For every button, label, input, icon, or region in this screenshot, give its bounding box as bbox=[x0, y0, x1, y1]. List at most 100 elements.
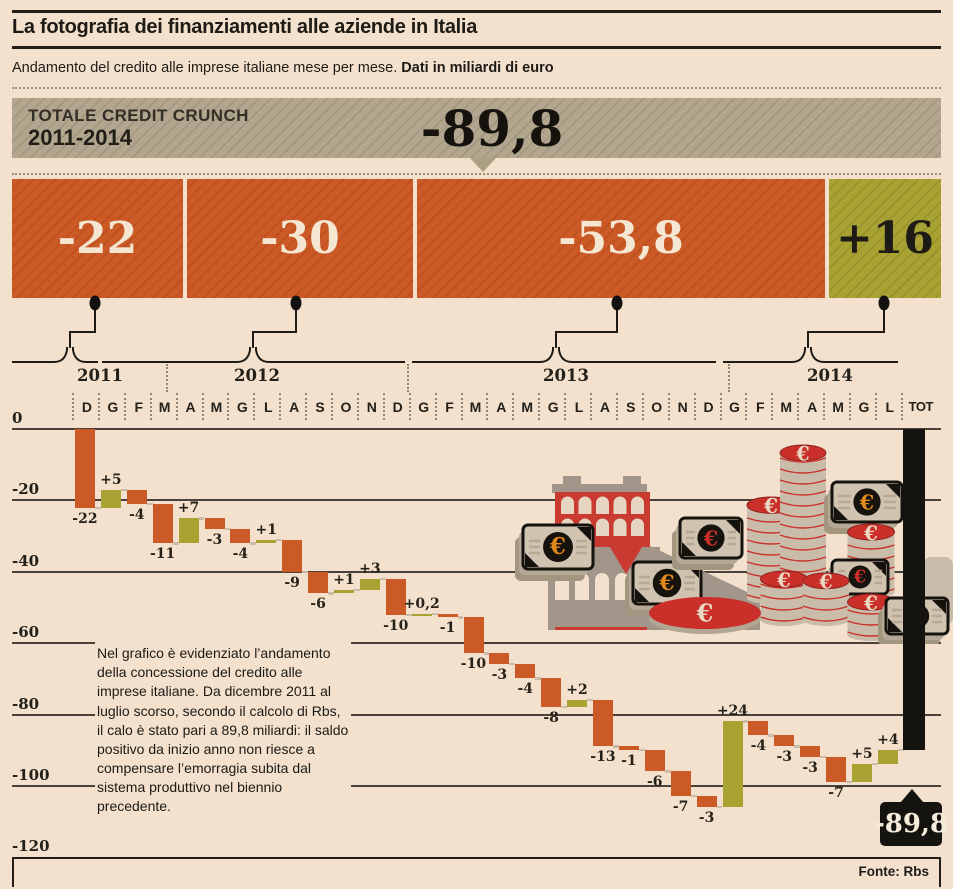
waterfall-bar bbox=[618, 746, 639, 750]
total-callout-arrow bbox=[900, 789, 924, 803]
month-label: L bbox=[874, 393, 903, 420]
month-label: D bbox=[382, 393, 411, 420]
month-label: F bbox=[123, 393, 152, 420]
bar-value-label: -6 bbox=[310, 596, 326, 613]
waterfall-bar bbox=[541, 678, 562, 707]
bar-value-label: +5 bbox=[100, 471, 122, 488]
month-label: G bbox=[719, 393, 748, 420]
bar-value-label: -4 bbox=[128, 506, 145, 523]
month-label: D bbox=[693, 393, 722, 420]
y-tick-label: -100 bbox=[12, 766, 50, 784]
euro-banknote: € bbox=[824, 480, 904, 534]
bar-value-label: -8 bbox=[543, 709, 559, 726]
waterfall-bar bbox=[75, 429, 95, 508]
bar-step-connector bbox=[872, 762, 878, 766]
y-tick-label: -20 bbox=[12, 480, 40, 499]
year-total-2014: +16 bbox=[829, 179, 941, 298]
bar-value-label: -3 bbox=[802, 759, 818, 776]
waterfall-bar bbox=[722, 721, 743, 807]
total-bar bbox=[902, 429, 925, 750]
bar-value-label: -22 bbox=[72, 510, 98, 527]
waterfall-bar bbox=[877, 749, 898, 764]
banner-total-value: -89,8 bbox=[420, 99, 564, 158]
bar-value-label: +7 bbox=[177, 500, 200, 517]
waterfall-bar bbox=[774, 735, 795, 746]
waterfall-bar bbox=[359, 578, 380, 590]
bar-value-label: -7 bbox=[672, 798, 689, 815]
banner-period: 2011-2014 bbox=[28, 125, 132, 150]
waterfall-bar bbox=[800, 746, 821, 757]
bar-step-connector bbox=[457, 616, 464, 619]
bar-step-connector bbox=[509, 662, 516, 666]
year-total-blocks: -22 -30 -53,8 +16 bbox=[12, 179, 941, 298]
month-label: A bbox=[175, 393, 204, 420]
bar-step-connector bbox=[95, 506, 101, 510]
waterfall-bar bbox=[282, 539, 303, 572]
svg-text:€: € bbox=[859, 490, 874, 515]
bar-value-label: -1 bbox=[621, 752, 637, 769]
waterfall-bar bbox=[230, 528, 251, 544]
bar-step-connector bbox=[794, 745, 801, 748]
month-label: M bbox=[201, 393, 230, 420]
bar-step-connector bbox=[250, 542, 257, 545]
gridline bbox=[12, 570, 941, 573]
bar-value-label: -3 bbox=[698, 809, 715, 826]
euro-coin-stack: € bbox=[760, 568, 808, 626]
y-tick-label: -40 bbox=[12, 551, 40, 570]
month-label: G bbox=[849, 393, 877, 420]
svg-text:€: € bbox=[863, 591, 878, 615]
bar-step-connector bbox=[276, 538, 283, 542]
waterfall-bar bbox=[515, 663, 536, 679]
bar-value-label: -10 bbox=[383, 617, 409, 634]
gridline bbox=[12, 785, 941, 787]
month-label: M bbox=[512, 393, 540, 420]
month-label: D bbox=[72, 393, 100, 420]
euro-coin-stack: € bbox=[802, 570, 850, 626]
bar-step-connector bbox=[846, 780, 852, 784]
waterfall-bar bbox=[204, 518, 225, 529]
month-label: S bbox=[305, 393, 333, 420]
bar-value-label: +4 bbox=[877, 731, 899, 748]
bar-step-connector bbox=[224, 527, 231, 531]
bar-value-label: -7 bbox=[828, 784, 844, 801]
bar-step-connector bbox=[820, 755, 827, 759]
bar-step-connector bbox=[431, 612, 438, 616]
bar-step-connector bbox=[742, 720, 749, 723]
svg-text:€: € bbox=[863, 521, 878, 545]
bar-value-label: -11 bbox=[149, 546, 176, 563]
bar-value-label: -3 bbox=[776, 749, 793, 766]
dotted-separator-top bbox=[12, 87, 941, 89]
bar-step-connector bbox=[613, 745, 619, 748]
source-box: Fonte: Rbs bbox=[12, 857, 941, 887]
total-callout: -89,8 bbox=[874, 802, 948, 846]
euro-banknote: € bbox=[515, 523, 595, 581]
waterfall-bar bbox=[308, 571, 329, 594]
bar-step-connector bbox=[354, 588, 360, 592]
chart-note-text: Nel grafico è evidenziato l’andamento de… bbox=[95, 640, 351, 825]
source-text: Fonte: Rbs bbox=[858, 864, 930, 879]
waterfall-bar bbox=[411, 613, 432, 616]
subtitle-bold: Dati in miliardi di euro bbox=[401, 60, 554, 76]
month-label: G bbox=[227, 393, 255, 420]
waterfall-bar bbox=[826, 756, 847, 782]
month-label: L bbox=[564, 393, 592, 420]
month-label: A bbox=[279, 393, 307, 420]
bar-value-label: -4 bbox=[517, 681, 534, 698]
month-label: M bbox=[460, 393, 489, 420]
bar-step-connector bbox=[587, 698, 593, 702]
bar-step-connector bbox=[405, 613, 412, 617]
year-label: 2014 bbox=[807, 366, 853, 385]
bar-step-connector bbox=[768, 734, 775, 737]
month-label: L bbox=[253, 393, 281, 420]
svg-text:€: € bbox=[776, 568, 791, 592]
waterfall-bar bbox=[256, 539, 277, 544]
bar-step-connector bbox=[379, 577, 386, 581]
bar-step-connector bbox=[716, 805, 723, 809]
gridline bbox=[12, 499, 941, 502]
bar-step-connector bbox=[535, 677, 542, 680]
bar-step-connector bbox=[172, 542, 179, 545]
month-label: O bbox=[331, 393, 359, 420]
bar-value-label: +24 bbox=[716, 703, 749, 720]
bar-value-label: -6 bbox=[646, 774, 663, 790]
